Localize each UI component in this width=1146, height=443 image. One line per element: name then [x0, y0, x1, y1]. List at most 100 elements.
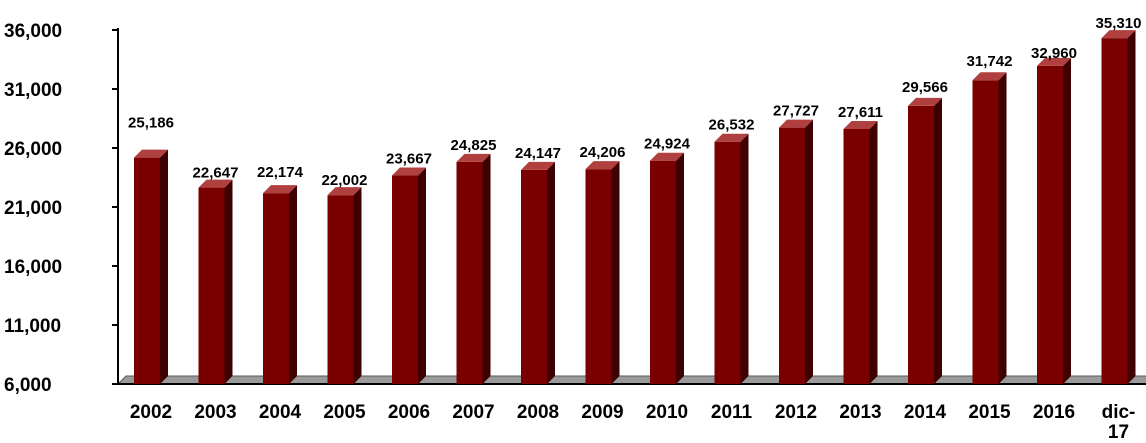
bar-side	[289, 185, 297, 384]
x-tick-label: 2010	[646, 402, 688, 423]
bar-top	[1101, 30, 1136, 39]
bar-side	[224, 179, 233, 384]
bar-side	[611, 161, 620, 384]
y-tick-label: 26,000	[4, 139, 62, 160]
bar	[198, 179, 233, 384]
bar	[327, 187, 362, 384]
bar	[585, 161, 620, 384]
bar-front	[327, 195, 354, 384]
bar-front	[972, 80, 999, 385]
bar-top	[1037, 57, 1071, 66]
bar-top	[779, 119, 813, 128]
data-label: 24,825	[451, 137, 497, 154]
bar	[521, 161, 555, 384]
bar	[456, 153, 491, 384]
bar-side	[1127, 30, 1136, 385]
bar-front	[392, 175, 418, 384]
bar-top	[585, 161, 620, 170]
bar-front	[263, 193, 289, 384]
bar-front	[650, 160, 676, 384]
data-label: 22,647	[193, 165, 239, 182]
data-label: 31,742	[967, 53, 1013, 70]
y-tick-label: 11,000	[4, 316, 61, 337]
bar-top	[327, 187, 362, 196]
bar-front	[908, 105, 934, 384]
bar-top	[521, 161, 555, 170]
data-label: 29,566	[902, 79, 948, 96]
x-axis-tick-labels: 2002 2003 2004 2005 2006 2007 2008 2009 2010 2011…	[130, 402, 1136, 443]
bar	[1101, 30, 1136, 385]
bar	[134, 149, 168, 384]
bar-side	[676, 152, 684, 384]
data-label: 25,186	[128, 115, 174, 132]
bar	[392, 167, 426, 384]
bar-side	[353, 187, 362, 384]
bar-top	[198, 179, 233, 188]
bar-side	[740, 133, 749, 384]
bar	[263, 185, 297, 384]
x-tick-label: 2003	[194, 402, 236, 423]
bar-front	[198, 187, 225, 384]
x-tick-label: 2002	[130, 402, 172, 423]
bar	[908, 97, 942, 384]
data-label: 22,174	[257, 164, 304, 181]
data-labels: 25,186 22,647 22,174 22,002 23,667 24,825 24,1…	[128, 15, 1141, 189]
bar-top	[263, 185, 297, 194]
bar-front	[779, 127, 805, 384]
data-label: 22,002	[322, 172, 368, 189]
bar	[650, 152, 684, 384]
bar-front	[456, 161, 483, 384]
bar-side	[869, 120, 878, 384]
bar-front	[843, 128, 870, 384]
x-tick-label: 2012	[775, 402, 817, 423]
bar-top	[908, 97, 942, 106]
bar-front	[1037, 65, 1063, 384]
y-tick-label: 16,000	[4, 257, 62, 278]
y-tick-label: 6,000	[4, 375, 52, 396]
bar-side	[482, 153, 491, 384]
data-label: 23,667	[386, 151, 432, 168]
bar-side	[934, 97, 942, 384]
x-tick-label: 2016	[1033, 402, 1075, 423]
bar	[714, 133, 749, 384]
data-label: 32,960	[1031, 45, 1077, 62]
bar-side	[547, 161, 555, 384]
bar-side	[1063, 57, 1071, 384]
bar	[779, 119, 813, 384]
x-tick-label: 2013	[839, 402, 881, 423]
bar-side	[418, 167, 426, 384]
bar	[843, 120, 878, 384]
bar-side	[160, 149, 168, 384]
bars	[134, 30, 1136, 385]
data-label: 24,924	[644, 136, 691, 153]
y-tick-label: 36,000	[4, 21, 62, 42]
x-tick-label: 2004	[259, 402, 302, 423]
data-label: 27,611	[838, 104, 883, 121]
y-tick-label: 31,000	[4, 80, 62, 101]
y-axis: 6,000 11,000 16,000 21,000 26,000 31,000 36,00…	[4, 21, 119, 396]
x-tick-label: 2011	[711, 402, 753, 423]
x-tick-label: 2014	[904, 402, 947, 423]
data-label: 35,310	[1096, 15, 1142, 32]
bar-side	[805, 119, 813, 384]
bar	[1037, 57, 1071, 384]
bar-front	[1101, 38, 1128, 384]
data-label: 26,532	[709, 117, 755, 134]
bar-front	[521, 169, 547, 384]
bar-front	[134, 157, 160, 384]
x-tick-label: 2006	[388, 402, 430, 423]
y-tick-label: 21,000	[4, 198, 62, 219]
data-label: 24,206	[580, 144, 626, 161]
data-label: 24,147	[515, 145, 561, 162]
x-tick-label: 2015	[968, 402, 1011, 423]
bar-side	[998, 72, 1007, 385]
x-tick-label: 2007	[452, 402, 494, 423]
x-tick-label: 2008	[517, 402, 559, 423]
bar-top	[843, 120, 878, 129]
bar-top	[392, 167, 426, 176]
bar-top	[456, 153, 491, 162]
bar-front	[714, 141, 741, 384]
bar-top	[134, 149, 168, 158]
x-tick-label: 2005	[323, 402, 366, 423]
